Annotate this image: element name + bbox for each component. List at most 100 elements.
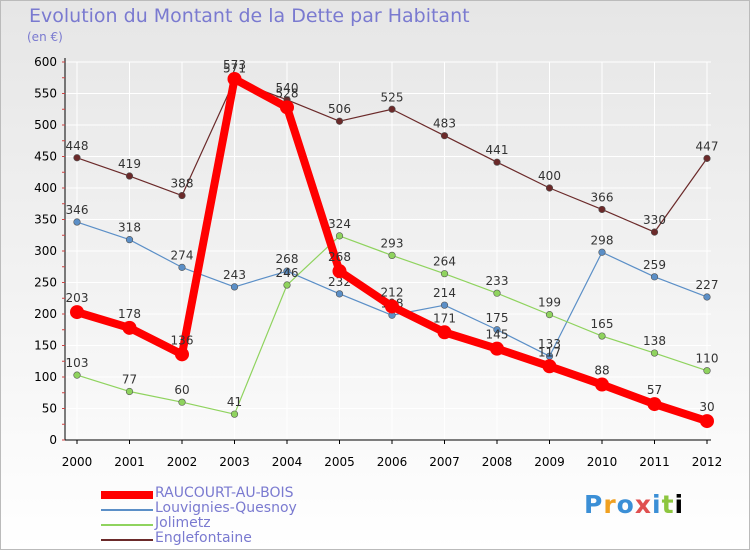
data-point-englefontaine-2002: [178, 191, 186, 200]
data-label-jolimetz-2007: 264: [433, 255, 456, 269]
legend-label: Englefontaine: [155, 530, 252, 546]
data-label-raucourt-au-bois-2002: 136: [171, 333, 194, 347]
data-label-jolimetz-2001: 77: [122, 372, 137, 386]
y-tick-label-350: 350: [34, 213, 57, 227]
data-label-louvignies-quesnoy-2001: 318: [118, 221, 141, 235]
legend-swatch: [101, 491, 153, 499]
y-tick-label-100: 100: [34, 370, 57, 384]
y-tick-label-300: 300: [34, 244, 57, 258]
data-point-raucourt-au-bois-2002: [175, 347, 189, 362]
y-tick-label-400: 400: [34, 181, 57, 195]
data-point-englefontaine-2000: [73, 154, 81, 162]
data-label-englefontaine-2010: 366: [591, 190, 614, 204]
data-label-raucourt-au-bois-2011: 57: [647, 383, 662, 397]
y-tick-label-0: 0: [49, 433, 57, 447]
data-point-jolimetz-2007: [440, 270, 449, 278]
data-label-jolimetz-2012: 110: [696, 352, 719, 366]
data-point-englefontaine-2011: [650, 228, 659, 236]
data-label-louvignies-quesnoy-2011: 259: [643, 258, 666, 272]
x-tick-label-2003: 2003: [219, 455, 250, 469]
data-label-raucourt-au-bois-2010: 88: [594, 364, 609, 378]
data-point-raucourt-au-bois-2008: [490, 341, 504, 356]
data-label-louvignies-quesnoy-2002: 274: [171, 248, 194, 262]
x-tick-label-2011: 2011: [639, 455, 670, 469]
x-tick-label-2007: 2007: [429, 455, 460, 469]
data-label-englefontaine-2000: 448: [66, 139, 89, 153]
data-label-louvignies-quesnoy-2012: 227: [696, 278, 719, 292]
data-label-louvignies-quesnoy-2004: 268: [276, 252, 299, 266]
data-point-louvignies-quesnoy-2005: [335, 290, 344, 298]
data-point-raucourt-au-bois-2000: [70, 305, 84, 320]
legend-label: Louvignies-Quesnoy: [155, 500, 297, 516]
data-point-raucourt-au-bois-2011: [647, 397, 662, 412]
data-label-englefontaine-2005: 506: [328, 102, 351, 116]
data-label-englefontaine-2003: 571: [223, 61, 246, 75]
y-tick-label-550: 550: [34, 87, 57, 101]
data-label-jolimetz-2004: 246: [276, 266, 299, 280]
data-label-jolimetz-2003: 41: [227, 395, 242, 409]
chart-title: Evolution du Montant de la Dette par Hab…: [29, 5, 470, 27]
data-point-raucourt-au-bois-2001: [122, 320, 137, 335]
legend-label: RAUCOURT-AU-BOIS: [155, 485, 294, 501]
data-label-jolimetz-2008: 233: [486, 274, 509, 288]
y-tick-label-250: 250: [34, 276, 57, 290]
data-point-englefontaine-2005: [335, 117, 344, 125]
x-tick-label-2002: 2002: [167, 455, 198, 469]
x-tick-label-2012: 2012: [692, 455, 723, 469]
data-point-jolimetz-2002: [178, 398, 186, 406]
data-point-englefontaine-2010: [598, 205, 606, 214]
chart-subtitle: (en €): [27, 30, 63, 44]
y-tick-label-450: 450: [34, 150, 57, 164]
legend-swatch: [101, 509, 153, 511]
data-point-englefontaine-2008: [493, 158, 501, 166]
data-point-englefontaine-2009: [545, 184, 554, 192]
data-label-raucourt-au-bois-2009: 117: [538, 345, 561, 359]
data-label-raucourt-au-bois-2006: 212: [381, 285, 404, 299]
y-tick-label-600: 600: [34, 55, 57, 69]
data-label-raucourt-au-bois-2003: 573: [223, 58, 246, 72]
data-point-jolimetz-2005: [335, 232, 344, 240]
x-tick-label-2008: 2008: [482, 455, 513, 469]
data-label-englefontaine-2001: 419: [118, 157, 141, 171]
y-tick-label-200: 200: [34, 307, 57, 321]
data-point-englefontaine-2012: [703, 154, 711, 162]
y-tick-label-50: 50: [42, 402, 57, 416]
data-point-jolimetz-2008: [493, 289, 501, 297]
data-label-louvignies-quesnoy-2010: 298: [591, 233, 614, 247]
x-tick-label-2009: 2009: [534, 455, 565, 469]
data-label-englefontaine-2007: 483: [433, 117, 456, 131]
data-point-raucourt-au-bois-2006: [385, 299, 399, 314]
x-tick-label-2010: 2010: [587, 455, 618, 469]
data-label-englefontaine-2011: 330: [643, 213, 666, 227]
data-label-jolimetz-2005: 324: [328, 217, 351, 231]
data-label-raucourt-au-bois-2001: 178: [118, 307, 141, 321]
x-tick-label-2005: 2005: [324, 455, 355, 469]
data-label-jolimetz-2009: 199: [538, 296, 561, 310]
data-label-raucourt-au-bois-2008: 145: [486, 328, 509, 342]
data-label-louvignies-quesnoy-2007: 214: [433, 286, 456, 300]
data-point-raucourt-au-bois-2009: [542, 359, 557, 374]
data-point-jolimetz-2006: [388, 251, 396, 260]
x-tick-label-2000: 2000: [62, 455, 93, 469]
data-label-raucourt-au-bois-2000: 203: [66, 291, 89, 305]
data-label-raucourt-au-bois-2005: 268: [328, 250, 351, 264]
data-label-louvignies-quesnoy-2003: 243: [223, 268, 246, 282]
data-label-louvignies-quesnoy-2008: 175: [486, 311, 509, 325]
data-point-jolimetz-2009: [545, 311, 554, 319]
data-point-englefontaine-2007: [440, 132, 449, 140]
data-point-jolimetz-2004: [283, 281, 291, 289]
data-label-jolimetz-2010: 165: [591, 317, 614, 331]
data-point-raucourt-au-bois-2007: [437, 325, 452, 340]
x-tick-label-2006: 2006: [377, 455, 408, 469]
data-point-jolimetz-2003: [230, 410, 239, 418]
data-label-englefontaine-2004: 540: [276, 81, 299, 95]
legend-label: Jolimetz: [155, 515, 211, 531]
data-label-englefontaine-2009: 400: [538, 169, 561, 183]
data-point-raucourt-au-bois-2004: [280, 100, 294, 115]
data-point-raucourt-au-bois-2012: [700, 414, 714, 429]
data-point-louvignies-quesnoy-2000: [73, 218, 81, 226]
x-tick-label-2004: 2004: [272, 455, 303, 469]
data-point-louvignies-quesnoy-2004: [283, 267, 291, 275]
